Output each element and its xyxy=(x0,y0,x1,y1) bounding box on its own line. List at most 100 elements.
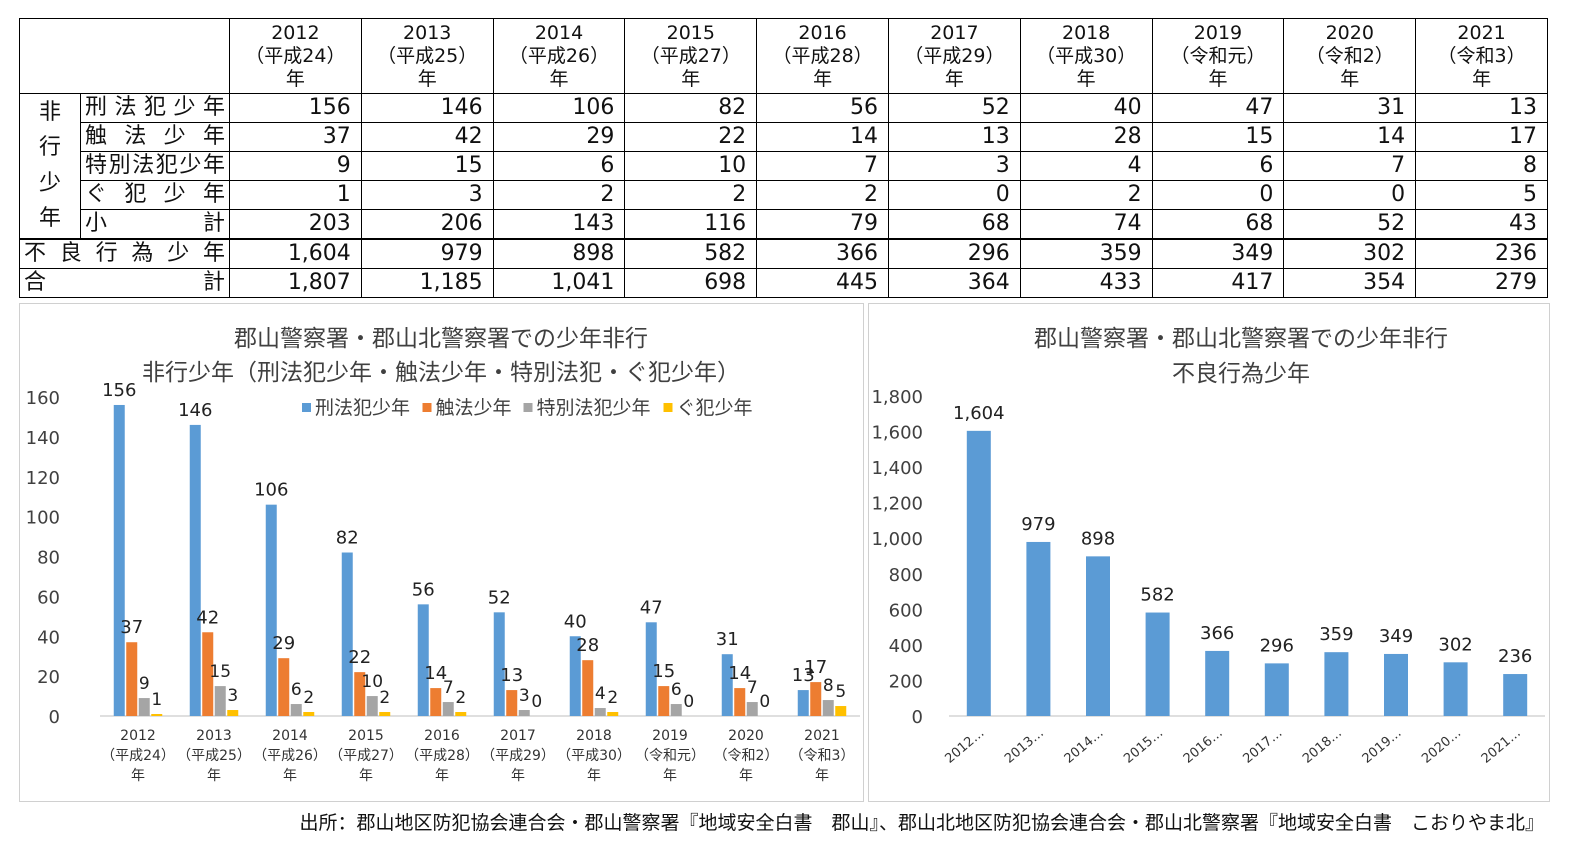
legend-label: ぐ犯少年 xyxy=(677,397,753,419)
y-tick-label: 1,200 xyxy=(871,494,923,515)
row-label-char: 少 xyxy=(179,153,202,178)
bar xyxy=(126,642,138,716)
year-header: 2019 （令和元）年 xyxy=(1151,18,1285,94)
data-label: 3 xyxy=(519,686,530,706)
bar xyxy=(442,702,454,716)
data-label: 366 xyxy=(1200,623,1234,644)
table-cell: 2 xyxy=(492,180,626,210)
y-tick-label: 140 xyxy=(26,428,60,449)
bar xyxy=(1324,652,1349,716)
y-tick-label: 1,400 xyxy=(871,458,923,479)
bar xyxy=(278,658,290,716)
row-label-char: 行 xyxy=(95,241,118,266)
year-header-suffix: 年 xyxy=(417,67,437,90)
year-header-suffix: 年 xyxy=(285,67,305,90)
data-label: 582 xyxy=(1140,585,1174,606)
bar xyxy=(1384,653,1408,716)
x-tick-label: 2017 xyxy=(500,728,536,744)
table-cell: 56 xyxy=(756,93,889,123)
table-cell: 68 xyxy=(1151,209,1285,240)
row-label-char: 触 xyxy=(85,124,108,149)
data-label: 3 xyxy=(227,686,238,706)
x-tick-label: 年 xyxy=(131,768,145,784)
bar xyxy=(303,712,315,716)
group-label-char: 非 xyxy=(38,99,61,125)
y-tick-label: 20 xyxy=(37,667,60,688)
data-label: 31 xyxy=(716,629,739,650)
chart-title: 郡山警察署・郡山北警察署での少年非行 xyxy=(234,326,648,352)
bar xyxy=(518,710,530,716)
table-cell: 979 xyxy=(360,238,494,269)
x-tick-label: 2018 xyxy=(576,728,612,744)
year-header-suffix: 年 xyxy=(1208,67,1228,90)
row-label-char: 年 xyxy=(202,241,225,266)
table-cell: 15 xyxy=(360,151,494,181)
year-header-era: （平成26） xyxy=(508,44,610,67)
row-label-char: 犯 xyxy=(143,95,166,120)
data-label: 1,604 xyxy=(953,403,1005,424)
data-label: 14 xyxy=(728,663,751,684)
table-cell: 349 xyxy=(1151,238,1285,269)
row-label-char: 良 xyxy=(59,241,82,266)
year-header: 2020 （令和2）年 xyxy=(1283,18,1417,94)
table-cell: 13 xyxy=(1415,93,1548,123)
table-cell: 156 xyxy=(229,93,362,123)
bar xyxy=(366,696,378,716)
data-label: 4 xyxy=(595,684,606,704)
x-tick-label: （令和2） xyxy=(714,748,779,764)
table-cell: 206 xyxy=(360,209,494,240)
table-cell: 364 xyxy=(887,268,1021,298)
y-tick-label: 200 xyxy=(889,671,923,692)
data-label: 7 xyxy=(747,678,758,698)
year-header: 2012 （平成24）年 xyxy=(229,18,362,94)
x-tick-label: （平成25） xyxy=(177,748,251,764)
group-label-char: 少 xyxy=(38,170,61,196)
table-cell: 236 xyxy=(1415,238,1548,269)
y-tick-label: 100 xyxy=(26,508,60,529)
table-cell: 302 xyxy=(1283,238,1417,269)
y-tick-label: 160 xyxy=(26,388,60,409)
table-cell: 6 xyxy=(492,151,626,181)
bar xyxy=(227,710,239,716)
row-label-char: 為 xyxy=(131,241,154,266)
row-label-char: 法 xyxy=(132,153,155,178)
bar xyxy=(746,702,758,716)
table-cell: 433 xyxy=(1019,268,1153,298)
legend-swatch xyxy=(302,403,311,412)
bar xyxy=(455,712,467,716)
x-tick-label: 2017… xyxy=(1240,726,1285,767)
y-tick-label: 400 xyxy=(889,636,923,657)
x-tick-label: 2013… xyxy=(1002,726,1047,767)
legend-label: 刑法犯少年 xyxy=(315,397,410,419)
year-header-suffix: 年 xyxy=(813,67,833,90)
data-label: 0 xyxy=(531,692,542,712)
x-tick-label: 2012 xyxy=(120,728,156,744)
table-cell: 52 xyxy=(887,93,1021,123)
bar xyxy=(341,552,353,716)
group-label-char: 行 xyxy=(38,135,61,161)
bar xyxy=(430,688,442,716)
bar xyxy=(113,404,125,716)
x-tick-label: 2021… xyxy=(1479,726,1524,767)
row-label-char: 小 xyxy=(85,211,108,236)
x-tick-label: 2015… xyxy=(1121,726,1166,767)
year-header-era: （平成24） xyxy=(245,44,346,67)
year-header-year: 2016 xyxy=(798,21,847,44)
year-header: 2018 （平成30）年 xyxy=(1019,18,1153,94)
bar xyxy=(658,686,670,716)
table-cell: 10 xyxy=(624,151,758,181)
x-tick-label: （平成28） xyxy=(405,748,479,764)
data-label: 898 xyxy=(1081,528,1115,549)
data-label: 156 xyxy=(102,380,136,401)
row-label-char: 少 xyxy=(173,95,196,120)
table-cell: 5 xyxy=(1415,180,1548,210)
data-label: 2 xyxy=(607,688,618,708)
bar xyxy=(1026,541,1051,716)
data-label: 15 xyxy=(652,661,675,682)
y-tick-label: 1,000 xyxy=(871,529,923,550)
table-cell: 417 xyxy=(1151,268,1285,298)
table-cell: 40 xyxy=(1019,93,1153,123)
table-cell: 445 xyxy=(756,268,889,298)
row-label-char: 不 xyxy=(24,241,47,266)
